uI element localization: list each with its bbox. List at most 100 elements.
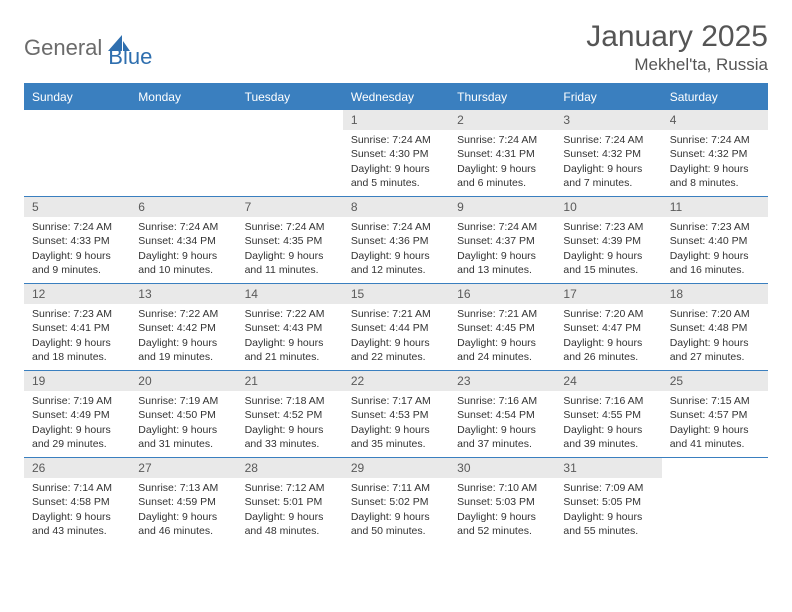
day-daylight2: and 43 minutes. <box>32 524 122 538</box>
day-cell: 20 Sunrise: 7:19 AMSunset: 4:50 PMDayligh… <box>130 371 236 457</box>
day-cell: 7Sunrise: 7:24 AMSunset: 4:35 PMDaylight… <box>237 197 343 283</box>
calendar-grid: Sunday Monday Tuesday Wednesday Thursday… <box>24 83 768 544</box>
day-cell: 6Sunrise: 7:24 AMSunset: 4:34 PMDaylight… <box>130 197 236 283</box>
day-daylight2: and 22 minutes. <box>351 350 441 364</box>
day-number: 3 <box>555 110 661 130</box>
day-sunset: Sunset: 4:58 PM <box>32 495 122 509</box>
location-label: Mekhel'ta, Russia <box>586 55 768 75</box>
day-body: Sunrise: 7:19 AMSunset: 4:49 PMDaylight:… <box>24 391 130 457</box>
dow-tuesday: Tuesday <box>237 85 343 109</box>
day-body: Sunrise: 7:17 AMSunset: 4:53 PMDaylight:… <box>343 391 449 457</box>
day-sunrise: Sunrise: 7:24 AM <box>351 133 441 147</box>
day-cell <box>237 110 343 196</box>
day-sunrise: Sunrise: 7:24 AM <box>245 220 335 234</box>
week-row: 1Sunrise: 7:24 AMSunset: 4:30 PMDaylight… <box>24 109 768 196</box>
day-daylight1: Daylight: 9 hours <box>138 423 228 437</box>
day-sunrise: Sunrise: 7:19 AM <box>32 394 122 408</box>
day-body: Sunrise: 7:24 AMSunset: 4:36 PMDaylight:… <box>343 217 449 283</box>
day-daylight1: Daylight: 9 hours <box>563 423 653 437</box>
day-cell: 25Sunrise: 7:15 AMSunset: 4:57 PMDayligh… <box>662 371 768 457</box>
day-number: 6 <box>130 197 236 217</box>
day-daylight2: and 13 minutes. <box>457 263 547 277</box>
day-sunrise: Sunrise: 7:23 AM <box>32 307 122 321</box>
day-body <box>24 114 130 123</box>
day-daylight2: and 26 minutes. <box>563 350 653 364</box>
day-body: Sunrise: 7:16 AMSunset: 4:55 PMDaylight:… <box>555 391 661 457</box>
day-cell: 26Sunrise: 7:14 AMSunset: 4:58 PMDayligh… <box>24 458 130 544</box>
day-sunrise: Sunrise: 7:21 AM <box>457 307 547 321</box>
day-body: Sunrise: 7:23 AMSunset: 4:39 PMDaylight:… <box>555 217 661 283</box>
day-daylight1: Daylight: 9 hours <box>670 423 760 437</box>
day-daylight2: and 27 minutes. <box>670 350 760 364</box>
day-cell: 10Sunrise: 7:23 AMSunset: 4:39 PMDayligh… <box>555 197 661 283</box>
day-daylight1: Daylight: 9 hours <box>457 423 547 437</box>
day-sunset: Sunset: 4:41 PM <box>32 321 122 335</box>
day-body <box>662 462 768 471</box>
day-daylight1: Daylight: 9 hours <box>563 162 653 176</box>
day-number: 14 <box>237 284 343 304</box>
day-body: Sunrise: 7:13 AMSunset: 4:59 PMDaylight:… <box>130 478 236 544</box>
day-body <box>237 114 343 123</box>
day-cell: 28Sunrise: 7:12 AMSunset: 5:01 PMDayligh… <box>237 458 343 544</box>
day-daylight1: Daylight: 9 hours <box>563 249 653 263</box>
day-sunrise: Sunrise: 7:17 AM <box>351 394 441 408</box>
day-sunrise: Sunrise: 7:10 AM <box>457 481 547 495</box>
day-number: 20 <box>130 371 236 391</box>
day-body: Sunrise: 7:22 AMSunset: 4:43 PMDaylight:… <box>237 304 343 370</box>
day-sunset: Sunset: 4:34 PM <box>138 234 228 248</box>
day-body: Sunrise: 7:24 AMSunset: 4:34 PMDaylight:… <box>130 217 236 283</box>
day-sunset: Sunset: 4:30 PM <box>351 147 441 161</box>
day-cell: 2Sunrise: 7:24 AMSunset: 4:31 PMDaylight… <box>449 110 555 196</box>
day-cell <box>24 110 130 196</box>
day-number: 31 <box>555 458 661 478</box>
day-sunset: Sunset: 4:36 PM <box>351 234 441 248</box>
day-cell: 16Sunrise: 7:21 AMSunset: 4:45 PMDayligh… <box>449 284 555 370</box>
day-sunset: Sunset: 4:31 PM <box>457 147 547 161</box>
day-daylight1: Daylight: 9 hours <box>351 336 441 350</box>
day-daylight2: and 10 minutes. <box>138 263 228 277</box>
day-sunrise: Sunrise: 7:24 AM <box>351 220 441 234</box>
day-sunrise: Sunrise: 7:22 AM <box>138 307 228 321</box>
day-sunrise: Sunrise: 7:16 AM <box>563 394 653 408</box>
day-sunset: Sunset: 4:33 PM <box>32 234 122 248</box>
day-sunset: Sunset: 4:50 PM <box>138 408 228 422</box>
day-sunrise: Sunrise: 7:23 AM <box>563 220 653 234</box>
day-sunrise: Sunrise: 7:09 AM <box>563 481 653 495</box>
day-number: 16 <box>449 284 555 304</box>
day-daylight2: and 24 minutes. <box>457 350 547 364</box>
day-sunset: Sunset: 5:05 PM <box>563 495 653 509</box>
day-sunset: Sunset: 4:54 PM <box>457 408 547 422</box>
day-number: 29 <box>343 458 449 478</box>
brand-logo: General Blue <box>24 20 152 70</box>
day-sunset: Sunset: 4:40 PM <box>670 234 760 248</box>
day-daylight1: Daylight: 9 hours <box>563 336 653 350</box>
day-daylight1: Daylight: 9 hours <box>457 162 547 176</box>
day-number: 7 <box>237 197 343 217</box>
dow-friday: Friday <box>555 85 661 109</box>
day-sunset: Sunset: 5:02 PM <box>351 495 441 509</box>
day-number: 26 <box>24 458 130 478</box>
dow-wednesday: Wednesday <box>343 85 449 109</box>
week-row: 12Sunrise: 7:23 AMSunset: 4:41 PMDayligh… <box>24 283 768 370</box>
day-daylight1: Daylight: 9 hours <box>351 249 441 263</box>
day-number: 24 <box>555 371 661 391</box>
dow-thursday: Thursday <box>449 85 555 109</box>
day-sunset: Sunset: 4:32 PM <box>670 147 760 161</box>
day-number: 21 <box>237 371 343 391</box>
day-body: Sunrise: 7:14 AMSunset: 4:58 PMDaylight:… <box>24 478 130 544</box>
day-sunrise: Sunrise: 7:19 AM <box>138 394 228 408</box>
brand-part1: General <box>24 35 102 61</box>
day-sunset: Sunset: 4:44 PM <box>351 321 441 335</box>
day-body: Sunrise: 7:24 AMSunset: 4:33 PMDaylight:… <box>24 217 130 283</box>
day-sunset: Sunset: 5:01 PM <box>245 495 335 509</box>
dow-saturday: Saturday <box>662 85 768 109</box>
day-sunrise: Sunrise: 7:16 AM <box>457 394 547 408</box>
day-cell: 18Sunrise: 7:20 AMSunset: 4:48 PMDayligh… <box>662 284 768 370</box>
day-sunset: Sunset: 4:43 PM <box>245 321 335 335</box>
day-number: 18 <box>662 284 768 304</box>
day-body: Sunrise: 7:11 AMSunset: 5:02 PMDaylight:… <box>343 478 449 544</box>
brand-part2: Blue <box>108 26 152 70</box>
day-daylight1: Daylight: 9 hours <box>138 336 228 350</box>
day-daylight1: Daylight: 9 hours <box>670 162 760 176</box>
day-number: 30 <box>449 458 555 478</box>
